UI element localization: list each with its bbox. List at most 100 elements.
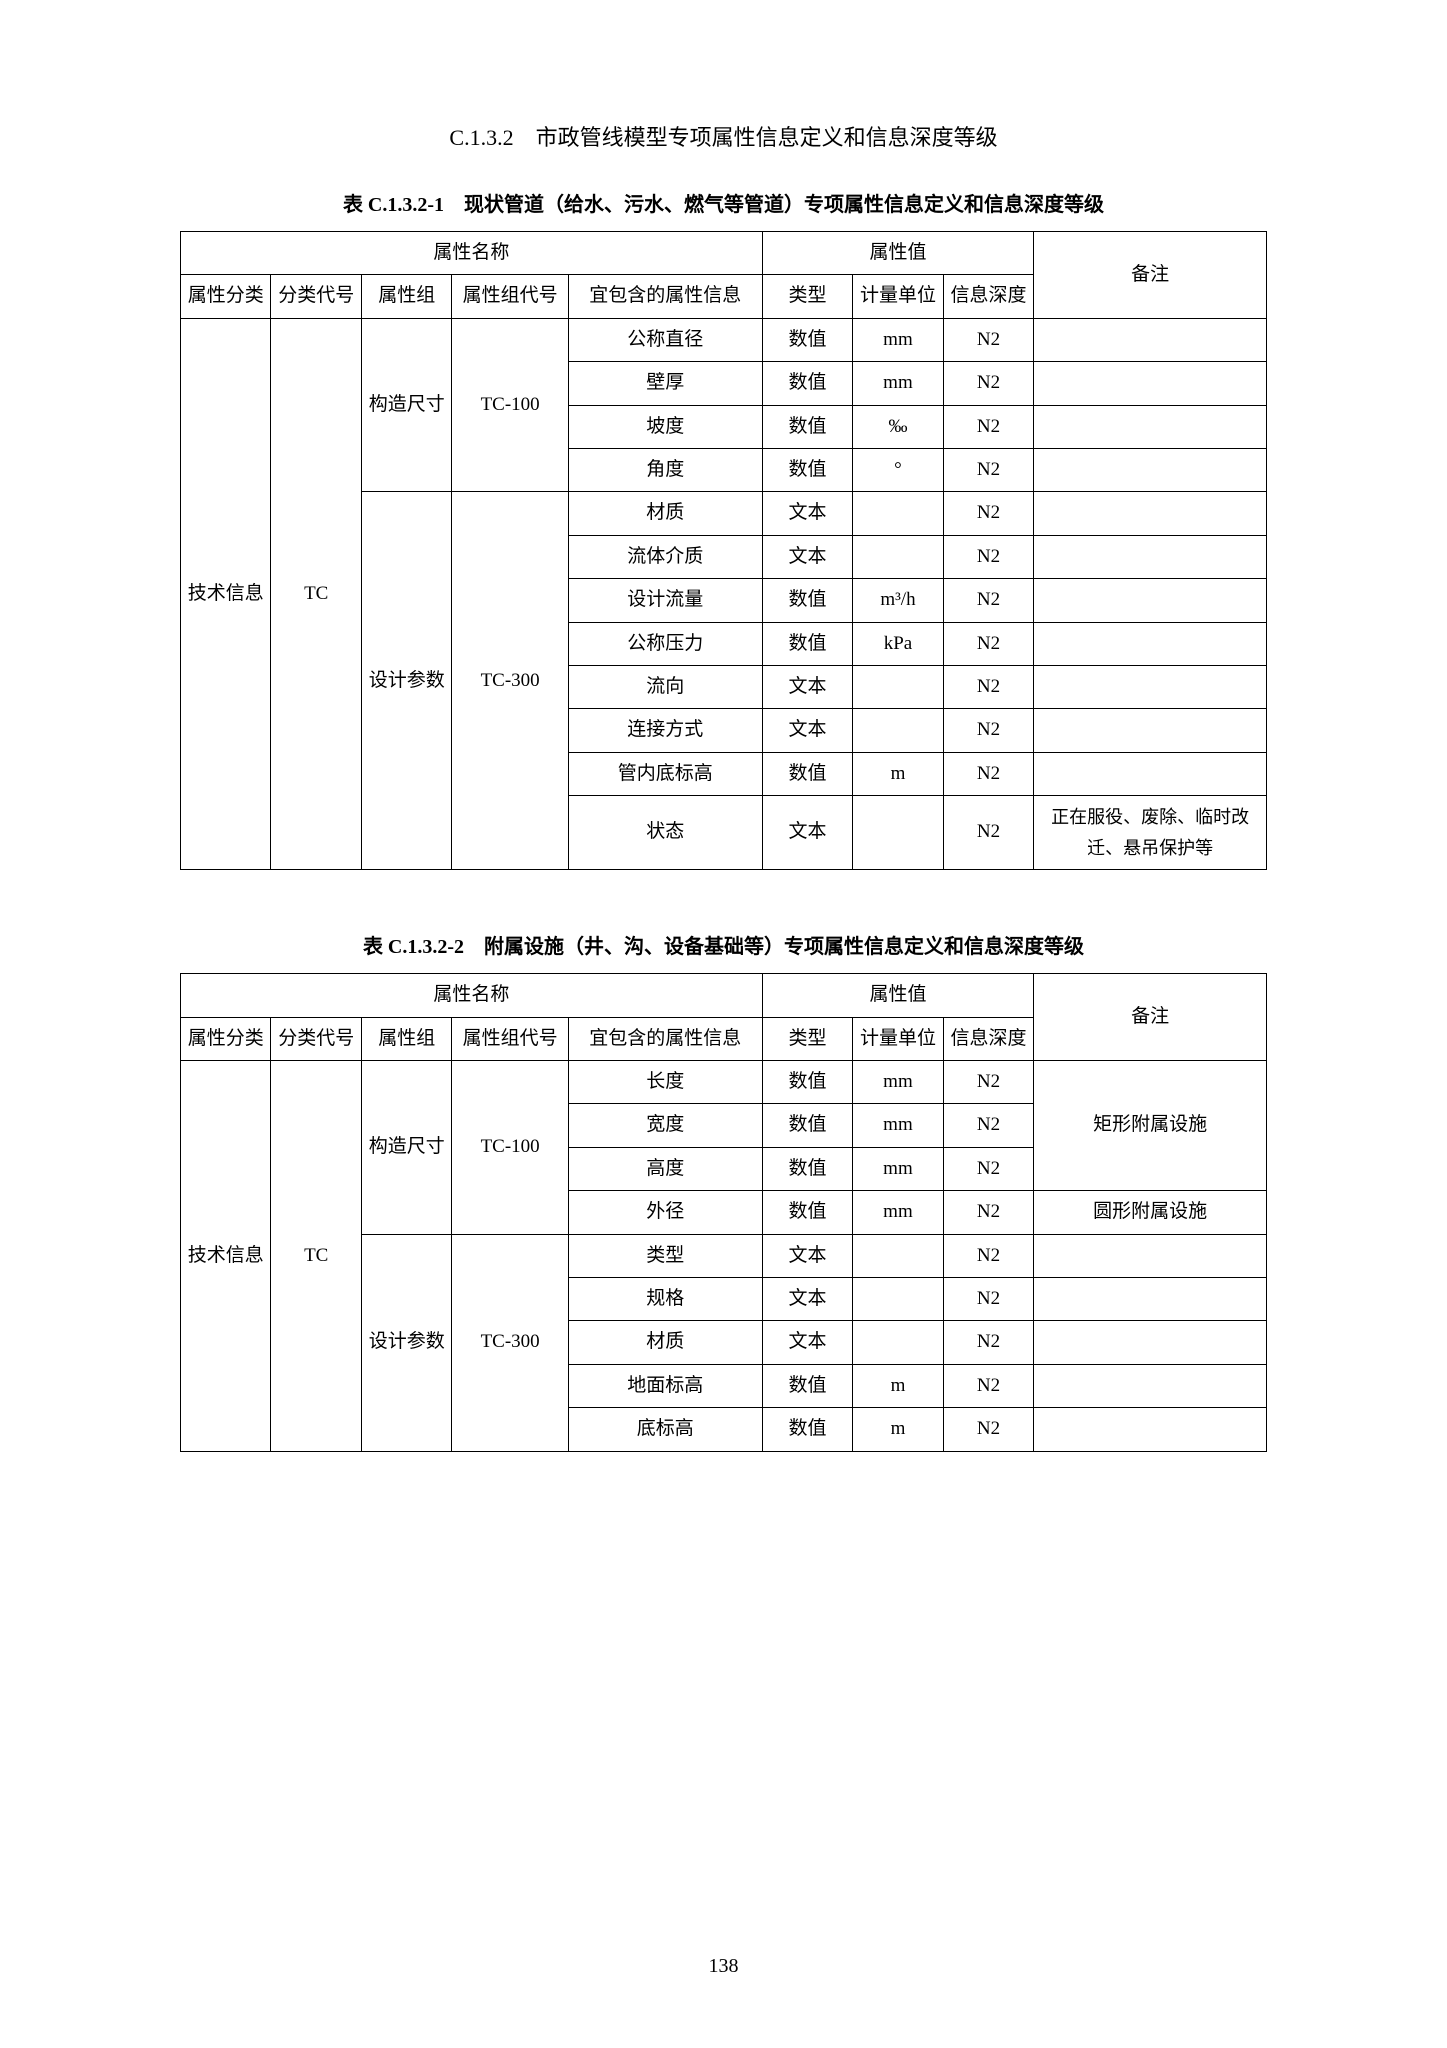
hdr-contained: 宜包含的属性信息 <box>568 275 762 318</box>
cell-remark <box>1034 1408 1267 1451</box>
cell-remark <box>1034 579 1267 622</box>
cell-attr-class: 技术信息 <box>181 1061 271 1452</box>
hdr-group-code: 属性组代号 <box>452 1017 568 1060</box>
cell-type: 文本 <box>762 1278 852 1321</box>
hdr-type: 类型 <box>762 275 852 318</box>
cell-group2-code: TC-300 <box>452 1234 568 1451</box>
cell-remark <box>1034 362 1267 405</box>
cell-depth: N2 <box>943 1321 1034 1364</box>
cell-remark <box>1034 622 1267 665</box>
cell-type: 数值 <box>762 1364 852 1407</box>
hdr-attr-class: 属性分类 <box>181 275 271 318</box>
cell-info: 状态 <box>568 796 762 870</box>
cell-info: 流体介质 <box>568 535 762 578</box>
hdr-remark: 备注 <box>1034 232 1267 319</box>
cell-unit: mm <box>853 1104 943 1147</box>
cell-depth: N2 <box>943 579 1034 622</box>
cell-depth: N2 <box>943 1061 1034 1104</box>
cell-info: 角度 <box>568 448 762 491</box>
cell-remark-circ: 圆形附属设施 <box>1034 1191 1267 1234</box>
cell-depth: N2 <box>943 1104 1034 1147</box>
cell-remark <box>1034 1321 1267 1364</box>
cell-info: 材质 <box>568 1321 762 1364</box>
cell-info: 宽度 <box>568 1104 762 1147</box>
cell-type: 数值 <box>762 448 852 491</box>
cell-type: 数值 <box>762 1061 852 1104</box>
cell-info: 材质 <box>568 492 762 535</box>
cell-unit: kPa <box>853 622 943 665</box>
cell-unit <box>853 796 943 870</box>
cell-depth: N2 <box>943 752 1034 795</box>
cell-info: 设计流量 <box>568 579 762 622</box>
cell-info: 流向 <box>568 665 762 708</box>
table2-body: 技术信息 TC 构造尺寸 TC-100 长度 数值 mm N2 矩形附属设施 宽… <box>181 1061 1267 1452</box>
cell-depth: N2 <box>943 622 1034 665</box>
cell-group2-code: TC-300 <box>452 492 568 870</box>
cell-depth: N2 <box>943 535 1034 578</box>
cell-info: 管内底标高 <box>568 752 762 795</box>
hdr-unit: 计量单位 <box>853 1017 943 1060</box>
cell-remark <box>1034 405 1267 448</box>
cell-info: 地面标高 <box>568 1364 762 1407</box>
cell-type: 数值 <box>762 1191 852 1234</box>
table2-caption: 表 C.1.3.2-2 附属设施（井、沟、设备基础等）专项属性信息定义和信息深度… <box>180 930 1267 959</box>
table1-body: 技术信息 TC 构造尺寸 TC-100 公称直径 数值 mm N2 壁厚 数值 … <box>181 318 1267 869</box>
cell-info: 坡度 <box>568 405 762 448</box>
cell-info: 公称直径 <box>568 318 762 361</box>
cell-depth: N2 <box>943 492 1034 535</box>
cell-depth: N2 <box>943 362 1034 405</box>
cell-type: 数值 <box>762 1147 852 1190</box>
hdr-attr-name: 属性名称 <box>181 232 763 275</box>
hdr-attr-name: 属性名称 <box>181 974 763 1017</box>
cell-class-code: TC <box>271 1061 361 1452</box>
cell-unit: mm <box>853 1191 943 1234</box>
cell-depth: N2 <box>943 796 1034 870</box>
hdr-class-code: 分类代号 <box>271 1017 361 1060</box>
table1: 属性名称 属性值 备注 属性分类 分类代号 属性组 属性组代号 宜包含的属性信息… <box>180 231 1267 870</box>
cell-unit: mm <box>853 1147 943 1190</box>
cell-type: 数值 <box>762 622 852 665</box>
hdr-group-code: 属性组代号 <box>452 275 568 318</box>
cell-unit: m <box>853 1408 943 1451</box>
table-row: 技术信息 TC 构造尺寸 TC-100 公称直径 数值 mm N2 <box>181 318 1267 361</box>
cell-remark <box>1034 665 1267 708</box>
hdr-remark: 备注 <box>1034 974 1267 1061</box>
cell-remark: 正在服役、废除、临时改迁、悬吊保护等 <box>1034 796 1267 870</box>
cell-type: 数值 <box>762 405 852 448</box>
cell-unit <box>853 1321 943 1364</box>
cell-unit: m <box>853 1364 943 1407</box>
cell-info: 高度 <box>568 1147 762 1190</box>
cell-unit <box>853 492 943 535</box>
cell-group2-name: 设计参数 <box>361 492 451 870</box>
cell-type: 文本 <box>762 1234 852 1277</box>
hdr-attr-value: 属性值 <box>762 974 1033 1017</box>
cell-remark <box>1034 752 1267 795</box>
cell-type: 文本 <box>762 1321 852 1364</box>
cell-info: 连接方式 <box>568 709 762 752</box>
cell-attr-class: 技术信息 <box>181 318 271 869</box>
cell-unit: mm <box>853 318 943 361</box>
cell-unit: ° <box>853 448 943 491</box>
cell-depth: N2 <box>943 709 1034 752</box>
hdr-attr-class: 属性分类 <box>181 1017 271 1060</box>
cell-depth: N2 <box>943 318 1034 361</box>
cell-type: 数值 <box>762 1104 852 1147</box>
cell-info: 公称压力 <box>568 622 762 665</box>
hdr-attr-value: 属性值 <box>762 232 1033 275</box>
hdr-attr-group: 属性组 <box>361 1017 451 1060</box>
section-title: C.1.3.2 市政管线模型专项属性信息定义和信息深度等级 <box>180 120 1267 152</box>
cell-remark-rect: 矩形附属设施 <box>1034 1061 1267 1191</box>
cell-depth: N2 <box>943 1278 1034 1321</box>
hdr-depth: 信息深度 <box>943 1017 1034 1060</box>
table1-header: 属性名称 属性值 备注 属性分类 分类代号 属性组 属性组代号 宜包含的属性信息… <box>181 232 1267 319</box>
cell-remark <box>1034 318 1267 361</box>
hdr-unit: 计量单位 <box>853 275 943 318</box>
cell-depth: N2 <box>943 1191 1034 1234</box>
cell-unit: mm <box>853 1061 943 1104</box>
cell-remark <box>1034 492 1267 535</box>
cell-group1-name: 构造尺寸 <box>361 318 451 492</box>
cell-group2-name: 设计参数 <box>361 1234 451 1451</box>
cell-group1-code: TC-100 <box>452 318 568 492</box>
cell-type: 文本 <box>762 709 852 752</box>
cell-type: 数值 <box>762 318 852 361</box>
